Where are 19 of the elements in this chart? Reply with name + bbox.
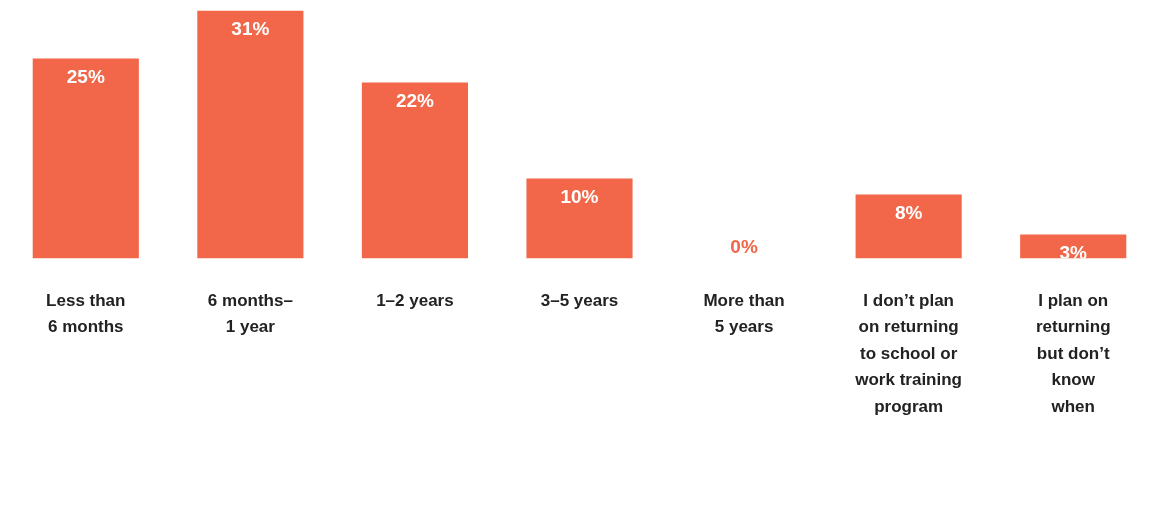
data-label: 8% (894, 201, 923, 223)
bar (361, 82, 468, 259)
x-tick-label: 3–5 years (540, 290, 619, 310)
x-tick-label: 6 months– 1 year (207, 290, 293, 337)
bar (197, 10, 304, 259)
x-tick-label: I plan on returning but don’t know when (1035, 290, 1111, 416)
data-label: 22% (395, 89, 435, 111)
data-label: 0% (730, 235, 758, 257)
bar (32, 58, 139, 259)
bar (526, 178, 633, 259)
data-label: 25% (66, 65, 105, 87)
x-tick-label: More than 5 years (703, 290, 785, 337)
x-tick-label: Less than 6 months (46, 290, 126, 337)
x-tick-label: I don’t plan on returning to school or work training program (854, 290, 963, 416)
data-label: 31% (231, 17, 270, 39)
data-label: 10% (560, 185, 599, 207)
bar (855, 194, 962, 259)
data-label: 3% (1059, 241, 1088, 263)
x-tick-label: 1–2 years (376, 290, 454, 310)
